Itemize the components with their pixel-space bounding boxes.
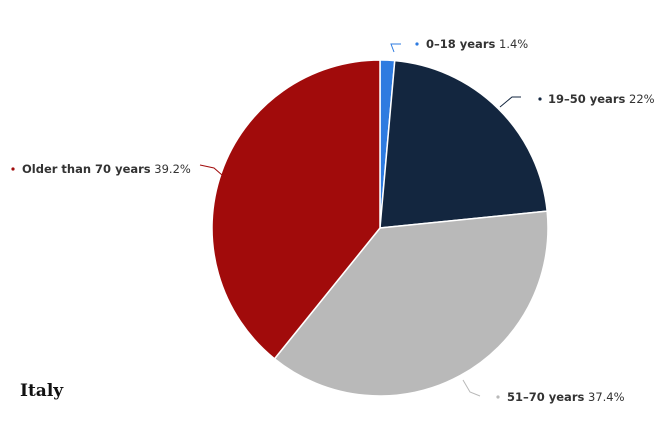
data-label-value: 39.2% [151,162,191,176]
data-label-0: 0–18 years 1.4% [426,37,528,51]
data-label-category: 0–18 years [426,37,495,51]
connector-line-3 [199,164,223,176]
pie-slice-2[interactable] [273,210,549,397]
pie-slices [211,59,549,397]
connector-line-0 [390,43,401,53]
data-label-3: Older than 70 years 39.2% [22,162,191,176]
connector-line-1 [499,96,521,108]
label-bullet-1 [538,97,542,101]
pie-data-labels: 0–18 years 1.4% 19–50 years 22% 51–70 year… [11,37,655,404]
data-label-value: 1.4% [495,37,528,51]
data-label-1: 19–50 years 22% [548,92,655,106]
data-label-category: 19–50 years [548,92,625,106]
data-label-value: 37.4% [584,390,624,404]
label-bullet-2 [496,395,500,399]
label-bullet-3 [11,167,15,171]
pie-slice-1[interactable] [379,59,548,229]
data-label-category: Older than 70 years [22,162,151,176]
chart-caption: Italy [20,381,64,401]
pie-slice-3[interactable] [211,59,381,360]
connector-line-2 [462,379,481,397]
data-label-2: 51–70 years 37.4% [507,390,625,404]
data-label-category: 51–70 years [507,390,584,404]
data-label-value: 22% [625,92,654,106]
label-bullet-0 [415,42,419,46]
